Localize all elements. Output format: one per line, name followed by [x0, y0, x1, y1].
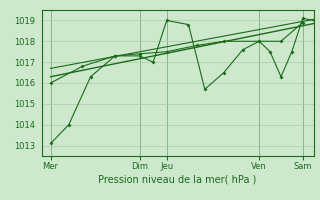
X-axis label: Pression niveau de la mer( hPa ): Pression niveau de la mer( hPa ): [99, 175, 257, 185]
